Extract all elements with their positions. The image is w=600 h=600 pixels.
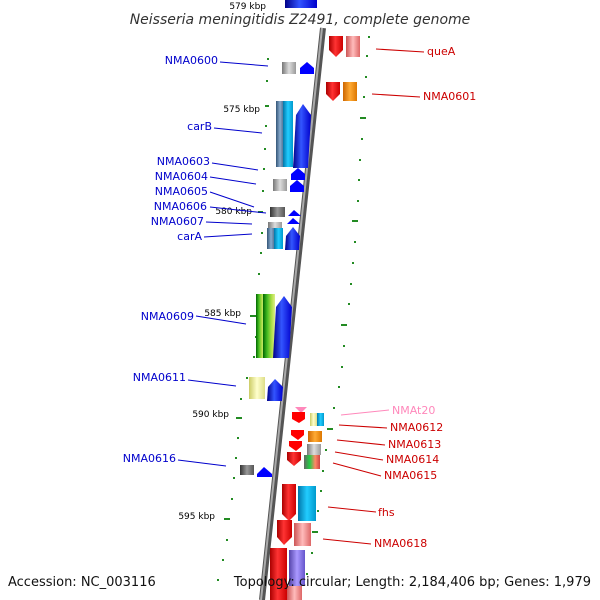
- gene-label-nma0614[interactable]: NMA0614: [386, 453, 439, 466]
- left-leader-lines: [177, 61, 269, 467]
- gene-arrow[interactable]: [267, 379, 283, 401]
- genome-summary: Topology: circular; Length: 2,184,406 bp…: [233, 575, 591, 590]
- gene-feature[interactable]: [249, 377, 265, 399]
- gene-label-nma0616[interactable]: NMA0616: [123, 452, 176, 465]
- gene-arrow[interactable]: [289, 441, 302, 451]
- gene-label-fhs[interactable]: fhs: [378, 506, 395, 519]
- gene-arrow[interactable]: [291, 430, 304, 440]
- gene-label-nma0600[interactable]: NMA0600: [165, 54, 218, 67]
- gene-label-nma0613[interactable]: NMA0613: [388, 438, 441, 451]
- gene-arrow[interactable]: [287, 218, 300, 224]
- gene-arrow[interactable]: [287, 452, 301, 466]
- gene-arrow[interactable]: [329, 36, 343, 57]
- gene-feature[interactable]: [308, 431, 322, 442]
- gene-feature[interactable]: [294, 523, 311, 546]
- gene-arrow[interactable]: [300, 62, 314, 74]
- gene-arrow[interactable]: [293, 104, 311, 168]
- gene-feature[interactable]: [304, 455, 320, 469]
- gene-feature[interactable]: [256, 294, 264, 358]
- gene-feature[interactable]: [287, 586, 302, 600]
- gene-feature[interactable]: [268, 222, 282, 228]
- gene-feature[interactable]: [263, 294, 275, 358]
- gene-feature[interactable]: [343, 82, 357, 101]
- gene-label-nma0603[interactable]: NMA0603: [157, 155, 210, 168]
- gene-arrow[interactable]: [277, 520, 292, 545]
- gene-label-nma0606[interactable]: NMA0606: [154, 200, 207, 213]
- left-gene-labels: NMA0600 carB NMA0603 NMA0604 NMA0605 NMA…: [123, 54, 218, 465]
- gene-feature[interactable]: [240, 465, 254, 475]
- scale-label: 585 kbp: [204, 309, 241, 319]
- gene-feature[interactable]: [346, 36, 360, 57]
- scale-label: 579 kbp: [229, 2, 266, 12]
- gene-arrow[interactable]: [290, 180, 304, 192]
- gene-feature[interactable]: [298, 486, 316, 521]
- forward-genes: [240, 0, 317, 477]
- gene-feature[interactable]: [270, 207, 285, 217]
- gene-label-nma0605[interactable]: NMA0605: [155, 185, 208, 198]
- gene-label-nma0618[interactable]: NMA0618: [374, 537, 427, 550]
- gene-label-nma0601[interactable]: NMA0601: [423, 90, 476, 103]
- gene-feature[interactable]: [317, 413, 324, 426]
- gene-feature[interactable]: [274, 228, 283, 249]
- gene-feature[interactable]: [310, 413, 317, 426]
- reverse-genes: [270, 36, 360, 600]
- gene-label-nma0615[interactable]: NMA0615: [384, 469, 437, 482]
- gene-arrow[interactable]: [273, 296, 292, 358]
- gene-arrow[interactable]: [257, 467, 272, 477]
- trna-feature[interactable]: [295, 407, 307, 413]
- gene-label-quea[interactable]: queA: [427, 45, 456, 58]
- gene-label-nma0604[interactable]: NMA0604: [155, 170, 208, 183]
- gene-feature[interactable]: [267, 228, 275, 249]
- gene-label-nma0611[interactable]: NMA0611: [133, 371, 186, 384]
- gene-arrow[interactable]: [288, 210, 301, 216]
- gene-feature[interactable]: [307, 444, 321, 455]
- gene-feature[interactable]: [285, 0, 317, 8]
- genome-title: Neisseria meningitidis Z2491, complete g…: [130, 12, 471, 28]
- gene-label-nma0607[interactable]: NMA0607: [151, 215, 204, 228]
- scale-label: 575 kbp: [223, 105, 260, 115]
- right-leader-lines: [322, 48, 425, 545]
- scale-label: 580 kbp: [215, 207, 252, 217]
- gene-arrow[interactable]: [285, 227, 300, 250]
- gene-arrow[interactable]: [292, 412, 305, 423]
- gene-label-carb[interactable]: carB: [187, 120, 212, 133]
- gene-feature[interactable]: [283, 101, 293, 167]
- gene-feature[interactable]: [282, 62, 296, 74]
- gene-label-nma0612[interactable]: NMA0612: [390, 421, 443, 434]
- scale-label: 595 kbp: [178, 512, 215, 522]
- gene-label-nmat20[interactable]: NMAt20: [392, 404, 435, 417]
- gene-feature[interactable]: [270, 548, 287, 600]
- gene-label-nma0609[interactable]: NMA0609: [141, 310, 194, 323]
- gene-arrow[interactable]: [282, 484, 296, 521]
- gene-feature[interactable]: [289, 550, 305, 586]
- gene-label-cara[interactable]: carA: [177, 230, 202, 243]
- accession-label: Accession: NC_003116: [8, 575, 156, 590]
- scale-label: 590 kbp: [192, 410, 229, 420]
- right-gene-labels: queA NMA0601 NMAt20 NMA0612 NMA0613 NMA0…: [374, 45, 476, 550]
- scale-labels: 579 kbp 575 kbp 580 kbp 585 kbp 590 kbp …: [178, 2, 266, 522]
- gene-feature[interactable]: [276, 101, 284, 167]
- gene-feature[interactable]: [273, 179, 287, 191]
- right-tick-rail: [306, 36, 370, 575]
- gene-arrow[interactable]: [326, 82, 340, 101]
- gene-arrow[interactable]: [291, 168, 305, 180]
